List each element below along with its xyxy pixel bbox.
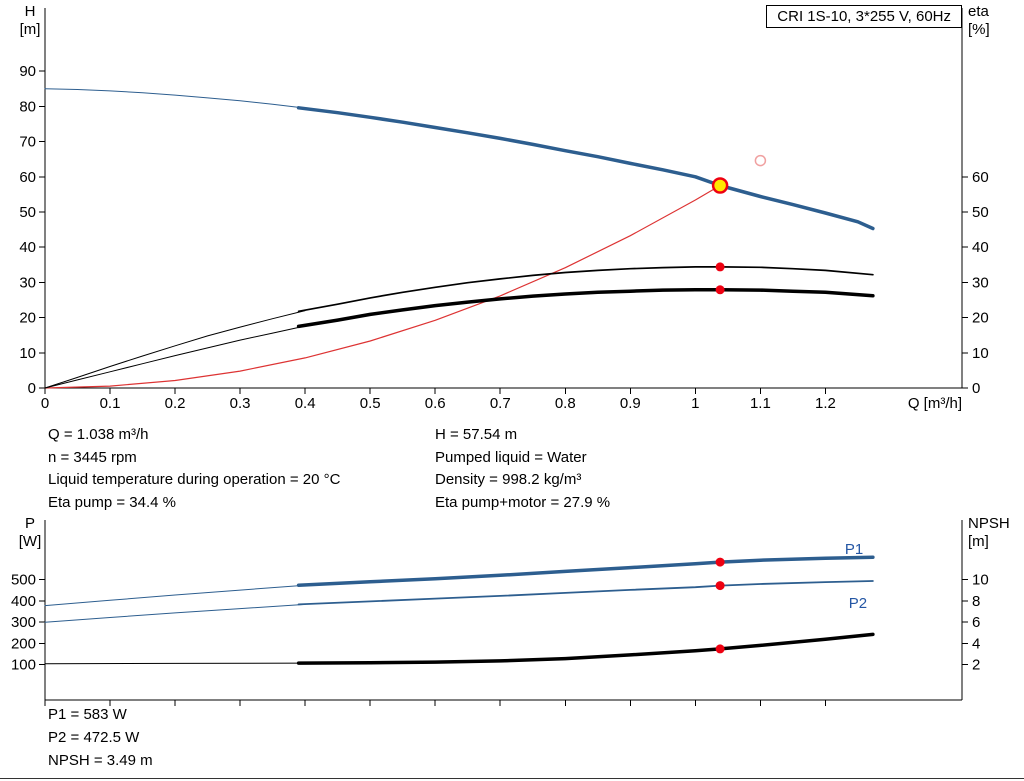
tick-label: 400 xyxy=(11,593,36,610)
info-line-density: Density = 998.2 kg/m³ xyxy=(435,471,582,488)
series-eta-pump-motor xyxy=(296,288,875,329)
tick-label: 0 xyxy=(972,380,980,397)
info-line-p1: P1 = 583 W xyxy=(48,706,127,723)
tick-label: 0.1 xyxy=(100,395,121,412)
series-p1-lead xyxy=(44,584,306,607)
series-eta-pump xyxy=(297,266,874,313)
info-line-eta-pump-motor: Eta pump+motor = 27.9 % xyxy=(435,493,611,511)
x-axis-ticks: 0 0.1 0.2 0.3 0.4 0.5 0.6 0.7 0.8 0.9 1 1.1 1.2 xyxy=(41,388,836,412)
tick-label: 0.8 xyxy=(555,395,576,412)
info-line-npsh: NPSH = 3.49 m xyxy=(48,752,153,769)
tick-label: 0.9 xyxy=(620,395,641,412)
duty-info-block: Q = 1.038 m³/h n = 3445 rpm Liquid tempe… xyxy=(48,424,978,520)
series-p1 xyxy=(296,555,875,587)
y-axis-right-ticks: 2 4 6 8 10 xyxy=(962,572,989,674)
tick-label: 40 xyxy=(972,239,989,256)
info-line-eta-pump: Eta pump = 34.4 % xyxy=(48,493,176,511)
tick-label: 200 xyxy=(11,635,36,652)
tick-label: 0 xyxy=(28,380,36,397)
info-line-temperature: Liquid temperature during operation = 20… xyxy=(48,471,341,488)
duty-dot-p1 xyxy=(715,557,725,567)
tick-label: 20 xyxy=(972,310,989,327)
series-h-curve-lead xyxy=(44,88,306,109)
tick-label: 6 xyxy=(972,614,980,631)
tick-label: 2 xyxy=(972,657,980,674)
y-right-axis-title: [%] xyxy=(968,21,990,38)
power-npsh-chart: 100 200 300 400 500 2 4 6 8 10 P[W] NPSH[m] P1 P2 xyxy=(11,515,1010,706)
curve-label-P1: P1 xyxy=(845,541,863,558)
tick-label: 50 xyxy=(972,204,989,221)
tick-label: 70 xyxy=(19,134,36,151)
pump-title: CRI 1S-10, 3*255 V, 60Hz xyxy=(777,8,951,25)
y-left-axis-title: H xyxy=(25,3,36,20)
preview-point xyxy=(754,154,767,167)
tick-label: 60 xyxy=(972,169,989,186)
duty-dot-p2 xyxy=(715,581,725,591)
tick-label: 10 xyxy=(972,345,989,362)
y-right-axis-title: NPSH xyxy=(968,515,1010,532)
pump-title-box: CRI 1S-10, 3*255 V, 60Hz xyxy=(766,5,962,28)
series-p2 xyxy=(297,580,874,606)
tick-label: 30 xyxy=(19,274,36,291)
duty-info-left-column: Q = 1.038 m³/h n = 3445 rpm Liquid tempe… xyxy=(48,424,340,514)
x-axis-ticks xyxy=(44,700,826,706)
series-p2-lead xyxy=(44,603,306,623)
x-axis-title: Q [m³/h] xyxy=(908,395,962,412)
tick-label: 40 xyxy=(19,239,36,256)
y-right-axis-title: eta xyxy=(968,3,990,20)
duty-dot-eta-pump-motor xyxy=(715,285,725,295)
info-line-liquid: Pumped liquid = Water xyxy=(435,448,587,466)
tick-label: 100 xyxy=(11,657,36,674)
y-axis-left-ticks: 0 10 20 30 40 50 60 70 80 90 xyxy=(19,63,45,397)
tick-label: 300 xyxy=(11,614,36,631)
tick-label: 8 xyxy=(972,593,980,610)
tick-label: 1 xyxy=(691,395,699,412)
tick-label: 0.4 xyxy=(295,395,316,412)
y-axis-left-ticks: 100 200 300 400 500 xyxy=(11,572,45,674)
y-right-axis-title: [m] xyxy=(968,533,989,550)
info-line-speed: n = 3445 rpm xyxy=(48,448,137,466)
tick-label: 0.2 xyxy=(165,395,186,412)
power-info-block: P1 = 583 W P2 = 472.5 W NPSH = 3.49 m xyxy=(48,703,153,772)
tick-label: 0 xyxy=(41,395,49,412)
duty-dot-eta-pump xyxy=(715,262,725,272)
series-eta-pump-motor-lead xyxy=(44,325,306,389)
tick-label: 30 xyxy=(972,274,989,291)
tick-label: 10 xyxy=(972,572,989,589)
info-line-p2: P2 = 472.5 W xyxy=(48,729,140,746)
series-eta-pump-lead xyxy=(44,310,306,389)
curve-label-P2: P2 xyxy=(849,595,867,612)
tick-label: 0.5 xyxy=(360,395,381,412)
duty-point-qh xyxy=(711,177,729,194)
y-left-axis-title: P xyxy=(25,515,35,532)
tick-label: 90 xyxy=(19,63,36,80)
tick-label: 60 xyxy=(19,169,36,186)
tick-label: 0.3 xyxy=(230,395,251,412)
tick-label: 1.2 xyxy=(815,395,836,412)
series-npsh-lead xyxy=(44,662,306,665)
series-h-curve xyxy=(296,106,875,231)
tick-label: 20 xyxy=(19,310,36,327)
y-left-axis-title: [W] xyxy=(19,533,42,550)
info-line-flow: Q = 1.038 m³/h xyxy=(48,426,149,443)
tick-label: 4 xyxy=(972,635,980,652)
y-left-axis-title: [m] xyxy=(20,21,41,38)
tick-label: 80 xyxy=(19,98,36,115)
y-axis-right-ticks: 0 10 20 30 40 50 60 xyxy=(962,169,989,397)
tick-label: 0.7 xyxy=(490,395,511,412)
duty-dot-npsh xyxy=(715,644,725,654)
duty-info-right-column: H = 57.54 m Pumped liquid = Water Densit… xyxy=(435,424,610,514)
tick-label: 10 xyxy=(19,345,36,362)
series-system-curve xyxy=(44,184,721,389)
page-bottom-divider xyxy=(0,778,1024,779)
series-npsh xyxy=(296,632,875,665)
tick-label: 0.6 xyxy=(425,395,446,412)
info-line-head: H = 57.54 m xyxy=(435,426,518,443)
tick-label: 500 xyxy=(11,572,36,589)
tick-label: 50 xyxy=(19,204,36,221)
tick-label: 1.1 xyxy=(750,395,771,412)
